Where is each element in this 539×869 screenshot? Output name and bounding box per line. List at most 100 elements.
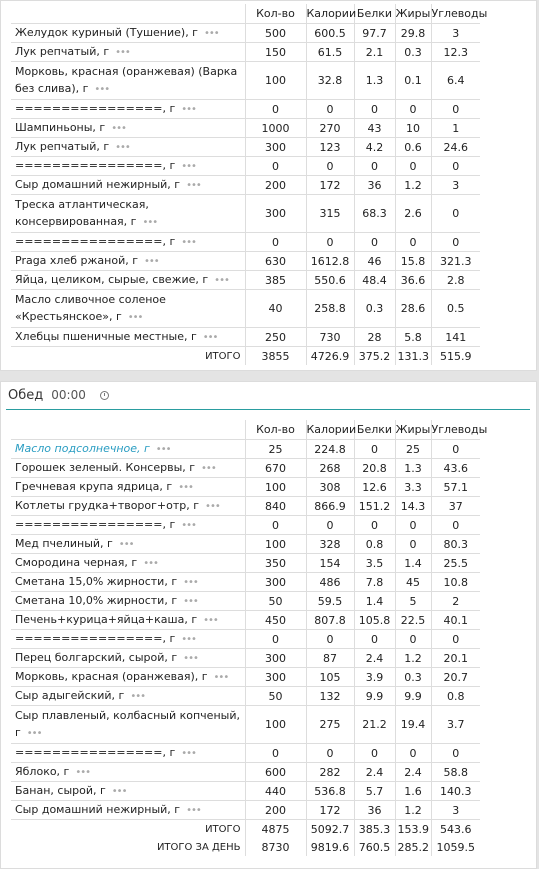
cell-food-name[interactable]: ================, г •••	[11, 515, 245, 535]
cell-qty[interactable]: 500	[244, 23, 306, 43]
more-icon[interactable]: •••	[203, 28, 220, 39]
cell-food-name[interactable]: Желудок куриный (Тушение), г •••	[11, 23, 245, 43]
table-row[interactable]: ================, г ••• 0 0 0 0 0	[11, 743, 480, 763]
table-row[interactable]: ================, г ••• 0 0 0 0 0	[11, 232, 480, 252]
food-name[interactable]: Котлеты грудка+творог+отр, г	[15, 499, 200, 512]
cell-food-name[interactable]: Praga хлеб ржаной, г •••	[11, 251, 245, 271]
cell-qty[interactable]: 50	[244, 686, 306, 706]
food-name[interactable]: Желудок куриный (Тушение), г	[15, 26, 198, 39]
more-icon[interactable]: •••	[130, 691, 146, 702]
food-name[interactable]: Горошек зеленый. Консервы, г	[15, 461, 196, 474]
more-icon[interactable]: •••	[183, 653, 199, 664]
food-name[interactable]: Шампиньоны, г	[15, 121, 106, 134]
table-row[interactable]: Сыр адыгейский, г ••• 50 132 9.9 9.9 0.8	[11, 686, 480, 706]
food-name[interactable]: Яйца, целиком, сырые, свежие, г	[15, 273, 209, 286]
cell-qty[interactable]: 630	[244, 251, 306, 271]
food-name[interactable]: Яблоко, г	[15, 765, 70, 778]
table-row[interactable]: ================, г ••• 0 0 0 0 0	[11, 515, 480, 535]
more-icon[interactable]: •••	[143, 558, 159, 569]
table-row[interactable]: ================, г ••• 0 0 0 0 0	[11, 156, 480, 176]
cell-qty[interactable]: 450	[244, 610, 306, 630]
food-name[interactable]: Мед пчелиный, г	[15, 537, 113, 550]
table-row[interactable]: Морковь, красная (оранжевая), г ••• 300 105…	[11, 667, 480, 687]
more-icon[interactable]: •••	[111, 786, 128, 797]
food-name[interactable]: Печень+курица+яйца+каша, г	[15, 613, 198, 626]
more-icon[interactable]: •••	[178, 482, 194, 493]
table-row[interactable]: Лук репчатый, г ••• 300 123 4.2 0.6 24.6	[11, 137, 480, 157]
cell-qty[interactable]: 40	[244, 289, 306, 328]
food-name[interactable]: Сыр домашний нежирный, г	[15, 803, 181, 816]
cell-food-name[interactable]: Морковь, красная (оранжевая), г •••	[11, 667, 245, 687]
cell-qty[interactable]: 150	[244, 42, 306, 62]
cell-food-name[interactable]: Сыр домашний нежирный, г •••	[11, 175, 245, 195]
food-name[interactable]: Треска атлантическая, консервированная, …	[15, 198, 149, 228]
table-row[interactable]: Сыр плавленый, колбасный копченый, г ••• 1…	[11, 705, 480, 744]
cell-food-name[interactable]: Масло подсолнечное, г •••	[11, 439, 245, 459]
cell-qty[interactable]: 0	[244, 156, 306, 176]
table-row[interactable]: Лук репчатый, г ••• 150 61.5 2.1 0.3 12.3	[11, 42, 480, 62]
table-row[interactable]: Сыр домашний нежирный, г ••• 200 172 36 1.2 3	[11, 800, 480, 820]
cell-food-name[interactable]: ================, г •••	[11, 743, 245, 763]
cell-food-name[interactable]: ================, г •••	[11, 629, 245, 649]
cell-food-name[interactable]: Морковь, красная (оранжевая) (Варка без …	[11, 61, 245, 100]
food-name[interactable]: ================, г	[15, 102, 176, 115]
cell-qty[interactable]: 100	[244, 705, 306, 744]
cell-qty[interactable]: 0	[244, 99, 306, 119]
cell-food-name[interactable]: ================, г •••	[11, 156, 245, 176]
cell-qty[interactable]: 1000	[244, 118, 306, 138]
table-row[interactable]: Гречневая крупа ядрица, г ••• 100 308 12.6 3.…	[11, 477, 480, 497]
cell-qty[interactable]: 200	[244, 800, 306, 820]
table-row[interactable]: Перец болгарский, сырой, г ••• 300 87 2.4 1.2…	[11, 648, 480, 668]
food-name[interactable]: Смородина черная, г	[15, 556, 138, 569]
food-name[interactable]: Praga хлеб ржаной, г	[15, 254, 138, 267]
meal-title[interactable]: Обед	[8, 388, 44, 403]
cell-food-name[interactable]: Хлебцы пшеничные местные, г •••	[11, 327, 245, 347]
table-row[interactable]: Котлеты грудка+творог+отр, г ••• 840 866.9 1…	[11, 496, 480, 516]
cell-qty[interactable]: 600	[244, 762, 306, 782]
food-name[interactable]: ================, г	[15, 235, 176, 248]
cell-qty[interactable]: 50	[244, 591, 306, 611]
more-icon[interactable]: •••	[144, 256, 160, 267]
cell-food-name[interactable]: Мед пчелиный, г •••	[11, 534, 245, 554]
more-icon[interactable]: •••	[94, 84, 110, 95]
cell-food-name[interactable]: Смородина черная, г •••	[11, 553, 245, 573]
cell-qty[interactable]: 350	[244, 553, 306, 573]
table-row[interactable]: Желудок куриный (Тушение), г ••• 500 600.5 9…	[11, 23, 480, 43]
table-row[interactable]: Треска атлантическая, консервированная, …	[11, 194, 480, 233]
cell-qty[interactable]: 840	[244, 496, 306, 516]
more-icon[interactable]: •••	[142, 217, 158, 228]
cell-qty[interactable]: 300	[244, 137, 306, 157]
cell-food-name[interactable]: Банан, сырой, г •••	[11, 781, 245, 801]
table-row[interactable]: Масло сливочное соленое «Крестьянское», …	[11, 289, 480, 328]
table-row[interactable]: Мед пчелиный, г ••• 100 328 0.8 0 80.3	[11, 534, 480, 554]
table-row[interactable]: ================, г ••• 0 0 0 0 0	[11, 99, 480, 119]
cell-qty[interactable]: 0	[244, 232, 306, 252]
food-name[interactable]: ================, г	[15, 159, 176, 172]
more-icon[interactable]: •••	[115, 142, 131, 153]
cell-food-name[interactable]: Сметана 10,0% жирности, г •••	[11, 591, 245, 611]
cell-food-name[interactable]: Сыр домашний нежирный, г •••	[11, 800, 245, 820]
food-name[interactable]: Морковь, красная (оранжевая), г	[15, 670, 208, 683]
cell-qty[interactable]: 670	[244, 458, 306, 478]
more-icon[interactable]: •••	[111, 123, 127, 134]
cell-food-name[interactable]: Котлеты грудка+творог+отр, г •••	[11, 496, 245, 516]
table-row[interactable]: Печень+курица+яйца+каша, г ••• 450 807.8 105…	[11, 610, 480, 630]
table-row[interactable]: Масло подсолнечное, г ••• 25 224.8 0 25 0	[11, 439, 480, 459]
more-icon[interactable]: •••	[181, 748, 197, 759]
more-icon[interactable]: •••	[26, 728, 43, 739]
meal-time[interactable]: 00:00	[51, 388, 86, 402]
cell-food-name[interactable]: Горошек зеленый. Консервы, г •••	[11, 458, 245, 478]
cell-qty[interactable]: 300	[244, 667, 306, 687]
cell-qty[interactable]: 385	[244, 270, 306, 290]
table-row[interactable]: Смородина черная, г ••• 350 154 3.5 1.4 25.5	[11, 553, 480, 573]
more-icon[interactable]: •••	[213, 672, 230, 683]
food-name[interactable]: ================, г	[15, 746, 176, 759]
more-icon[interactable]: •••	[181, 520, 197, 531]
food-name[interactable]: Хлебцы пшеничные местные, г	[15, 330, 197, 343]
food-name[interactable]: ================, г	[15, 518, 176, 531]
food-name[interactable]: Морковь, красная (оранжевая) (Варка без …	[15, 65, 238, 95]
cell-qty[interactable]: 0	[244, 515, 306, 535]
more-icon[interactable]: •••	[181, 237, 197, 248]
cell-food-name[interactable]: Масло сливочное соленое «Крестьянское», …	[11, 289, 245, 328]
more-icon[interactable]: •••	[201, 463, 217, 474]
